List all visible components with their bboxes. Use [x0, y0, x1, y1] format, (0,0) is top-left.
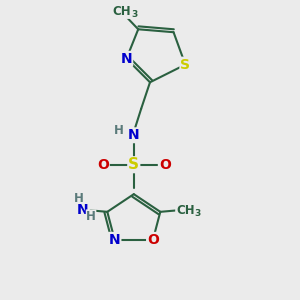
- Text: O: O: [147, 233, 159, 247]
- Text: H: H: [86, 210, 96, 223]
- Text: H: H: [74, 191, 84, 205]
- Text: N: N: [109, 233, 121, 247]
- Text: H: H: [114, 124, 124, 137]
- Text: N: N: [128, 128, 140, 142]
- Text: O: O: [97, 158, 109, 172]
- Text: S: S: [128, 157, 139, 172]
- Text: CH: CH: [113, 5, 131, 18]
- Text: S: S: [180, 58, 190, 72]
- Text: 3: 3: [131, 10, 138, 19]
- Text: N: N: [76, 203, 88, 218]
- Text: N: N: [121, 52, 132, 66]
- Text: O: O: [159, 158, 171, 172]
- Text: CH: CH: [176, 204, 195, 217]
- Text: 3: 3: [194, 209, 200, 218]
